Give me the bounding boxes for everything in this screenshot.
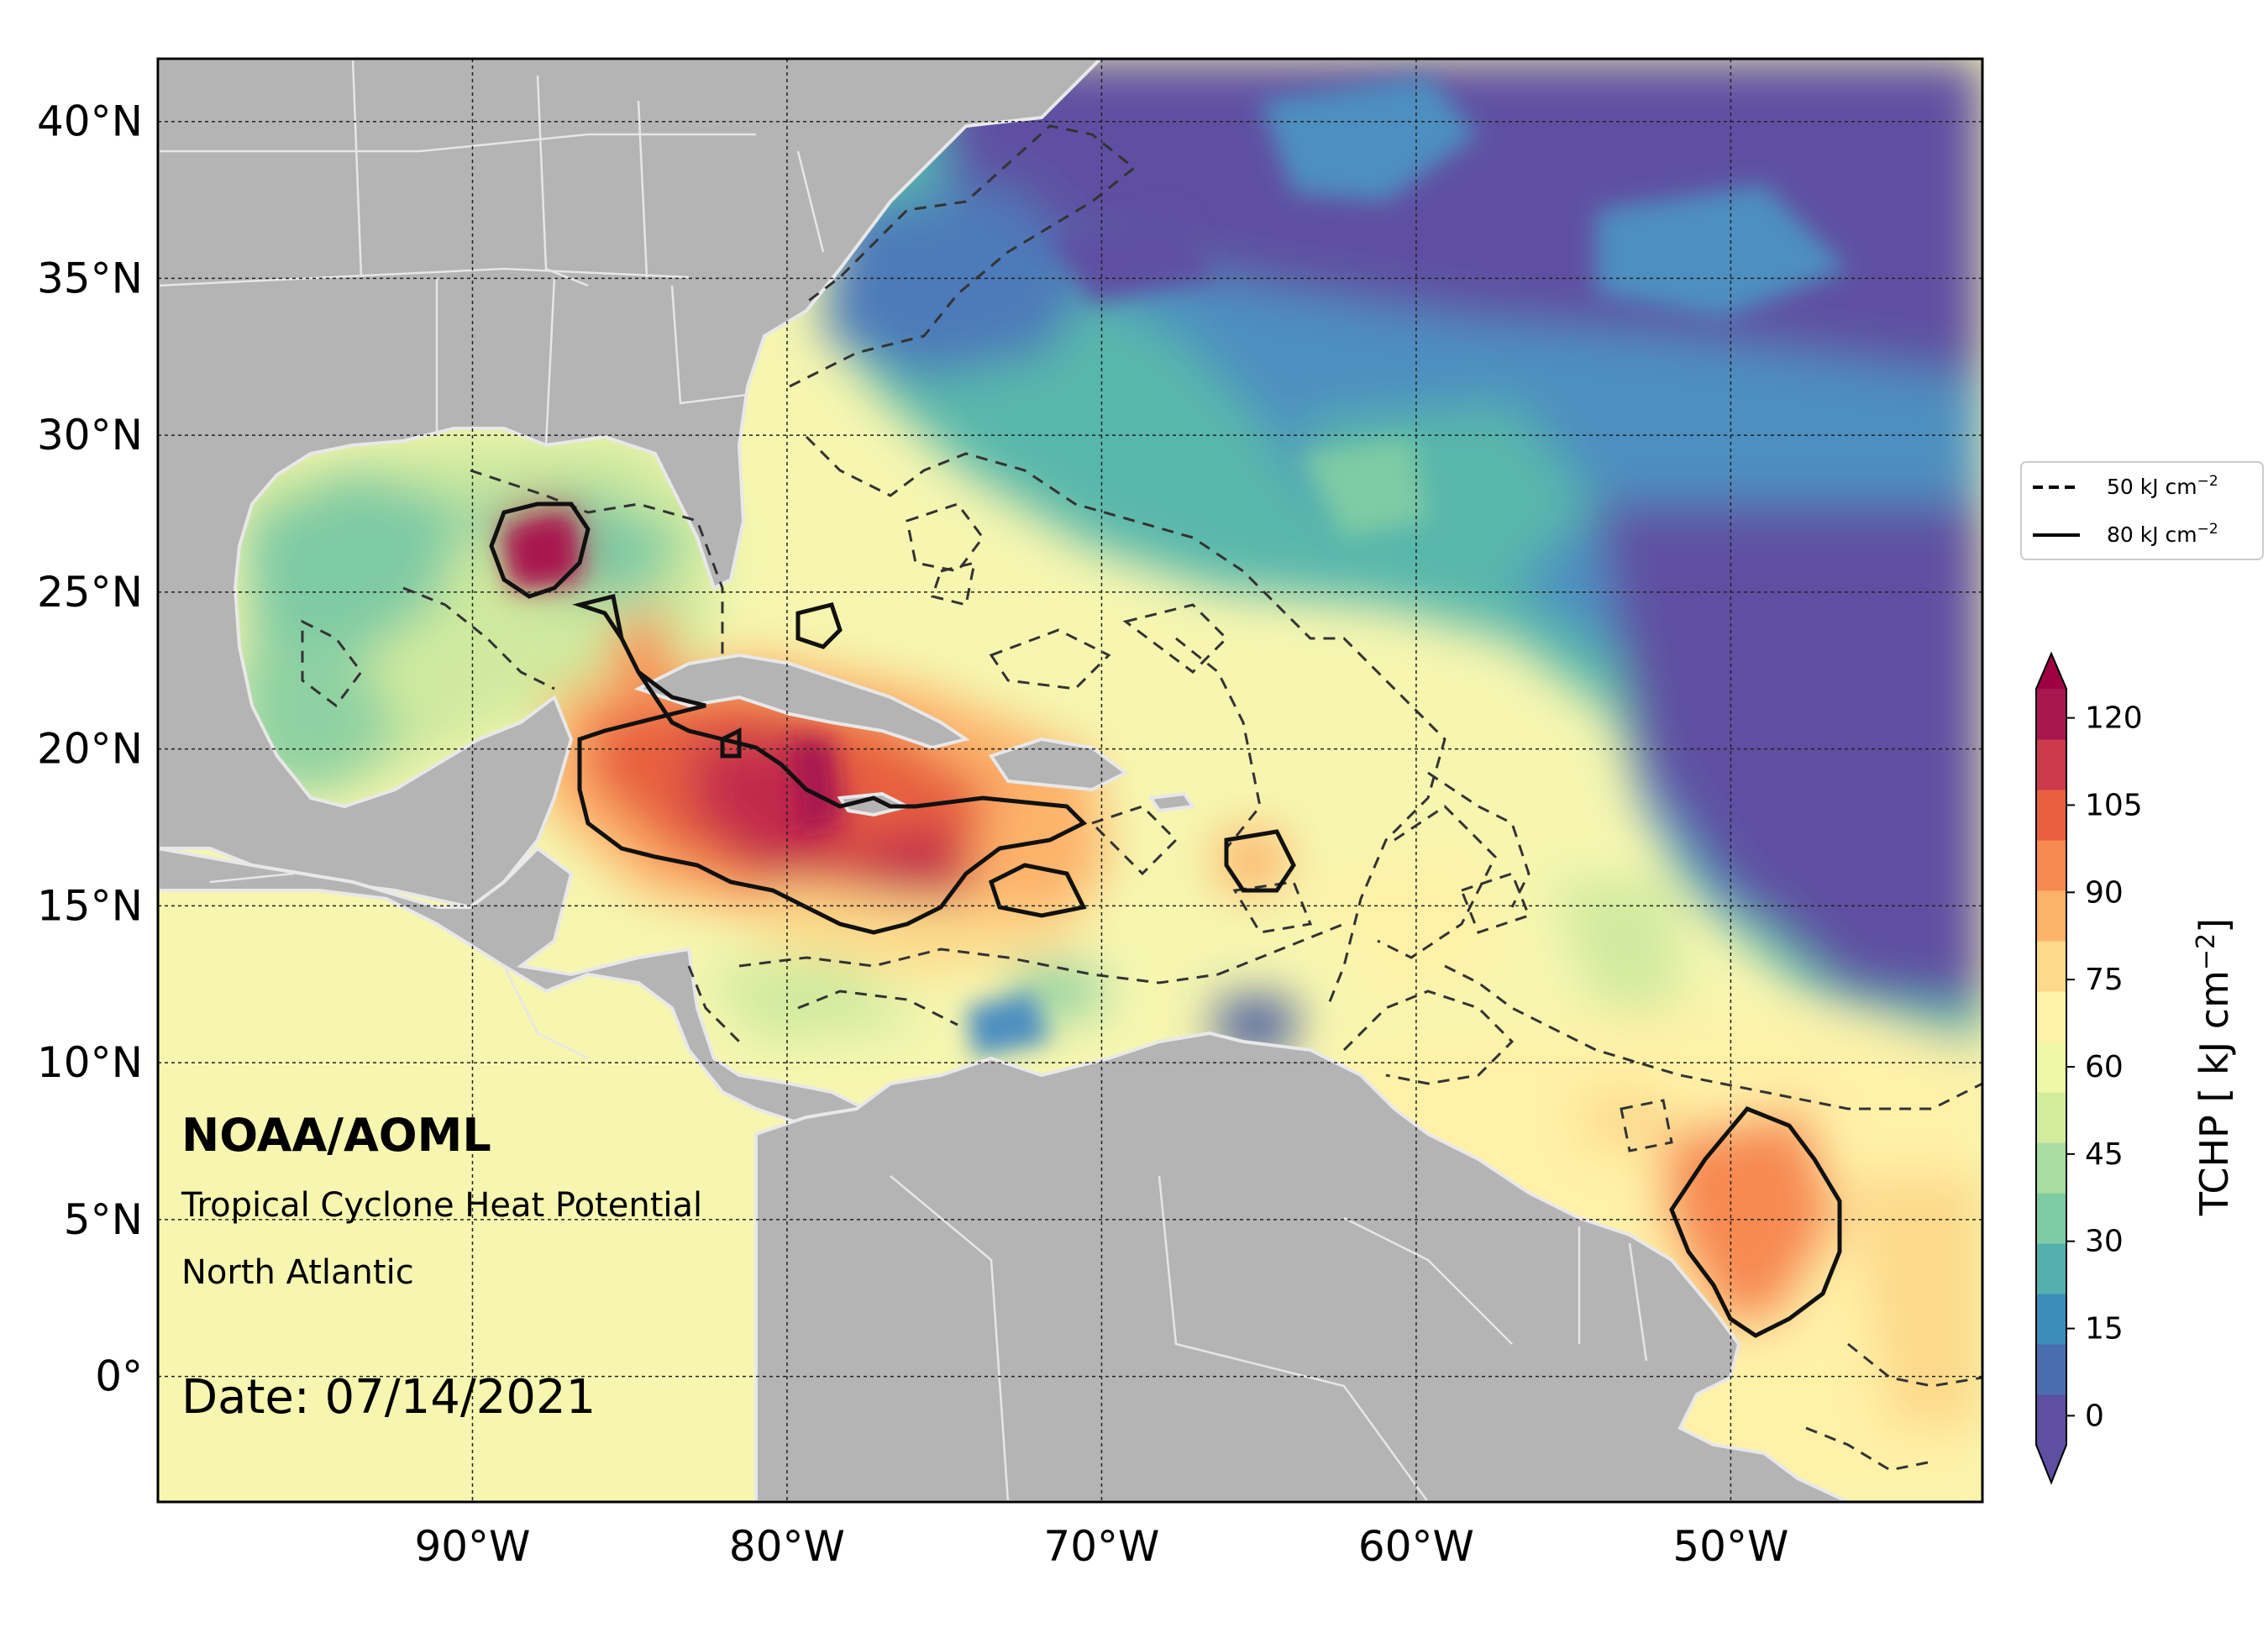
colorbar-tick-label: 45 <box>2085 1137 2124 1172</box>
colorbar-tick-label: 15 <box>2085 1312 2124 1347</box>
colorbar-bottom-arrow <box>2036 1445 2066 1483</box>
colorbar-tick-label: 30 <box>2085 1225 2124 1259</box>
lat-label: 40°N <box>37 97 143 146</box>
gridlines <box>158 59 1982 1502</box>
lat-label: 30°N <box>37 411 143 459</box>
longitude-labels: 90°W 80°W 70°W 60°W 50°W <box>414 1522 1788 1571</box>
map-plot-area <box>158 59 1982 1502</box>
colorbar-band <box>2036 840 2066 891</box>
colorbar-band <box>2036 1042 2066 1093</box>
lat-label: 10°N <box>37 1038 143 1087</box>
colorbar-tick-label: 120 <box>2085 701 2143 736</box>
map-title: NOAA/AOML <box>181 1109 491 1162</box>
colorbar-band <box>2036 1092 2066 1143</box>
colorbar-band <box>2036 941 2066 992</box>
lon-label: 60°W <box>1358 1522 1474 1571</box>
colorbar-top-arrow <box>2036 654 2066 689</box>
colorbar-band <box>2036 1243 2066 1294</box>
colorbar-band <box>2036 991 2066 1042</box>
contour-legend: 50 kJ cm−2 80 kJ cm−2 <box>2020 461 2264 560</box>
lat-label: 15°N <box>37 881 143 930</box>
title-block: NOAA/AOML Tropical Cyclone Heat Potentia… <box>181 1109 702 1425</box>
map-date: Date: 07/14/2021 <box>181 1370 596 1425</box>
colorbar-band <box>2036 1142 2066 1194</box>
colorbar-tick-label: 90 <box>2085 875 2124 910</box>
colorbar-band <box>2036 689 2066 740</box>
lat-label: 20°N <box>37 725 143 774</box>
colorbar-band <box>2036 739 2066 790</box>
map-subtitle: Tropical Cyclone Heat Potential <box>181 1186 702 1225</box>
colorbar: 0 15 30 45 60 75 90 105 120 TCHP [ kJ cm−2] <box>2035 651 2237 1485</box>
lon-label: 90°W <box>414 1522 530 1571</box>
colorbar-bands <box>2036 689 2066 1446</box>
heat-field-detail <box>504 76 1848 1058</box>
colorbar-band <box>2036 1294 2066 1345</box>
colorbar-band <box>2036 1344 2066 1395</box>
lon-label: 80°W <box>729 1522 845 1571</box>
colorbar-tick-label: 0 <box>2085 1399 2104 1433</box>
legend-box <box>2020 461 2264 560</box>
contours-50 <box>301 124 1982 1472</box>
colorbar-outline <box>2035 651 2067 1485</box>
colorbar-tick-label: 105 <box>2085 788 2143 822</box>
legend-label-50: 50 kJ cm−2 <box>2107 473 2218 499</box>
lat-label: 35°N <box>37 254 143 302</box>
colorbar-band <box>2036 1193 2066 1244</box>
lat-label: 0° <box>95 1352 143 1401</box>
colorbar-ticks: 0 15 30 45 60 75 90 105 120 <box>2066 701 2143 1433</box>
colorbar-tick-label: 60 <box>2085 1050 2124 1084</box>
colorbar-tick-label: 75 <box>2085 963 2124 997</box>
colorbar-title: TCHP [ kJ cm−2] <box>2192 918 2237 1216</box>
colorbar-band <box>2036 890 2066 942</box>
colorbar-band <box>2036 790 2066 841</box>
latitude-labels: 40°N 35°N 30°N 25°N 20°N 15°N 10°N 5°N 0° <box>37 97 143 1401</box>
lat-label: 25°N <box>37 568 143 617</box>
contours-80 <box>489 501 1842 1338</box>
political-borders <box>158 59 1648 1502</box>
plot-frame <box>156 57 1984 1504</box>
lon-label: 70°W <box>1043 1522 1159 1571</box>
map-region: North Atlantic <box>181 1253 414 1292</box>
lon-label: 50°W <box>1672 1522 1788 1571</box>
lat-label: 5°N <box>64 1195 143 1244</box>
legend-label-80: 80 kJ cm−2 <box>2107 521 2218 547</box>
colorbar-band <box>2036 1394 2066 1446</box>
